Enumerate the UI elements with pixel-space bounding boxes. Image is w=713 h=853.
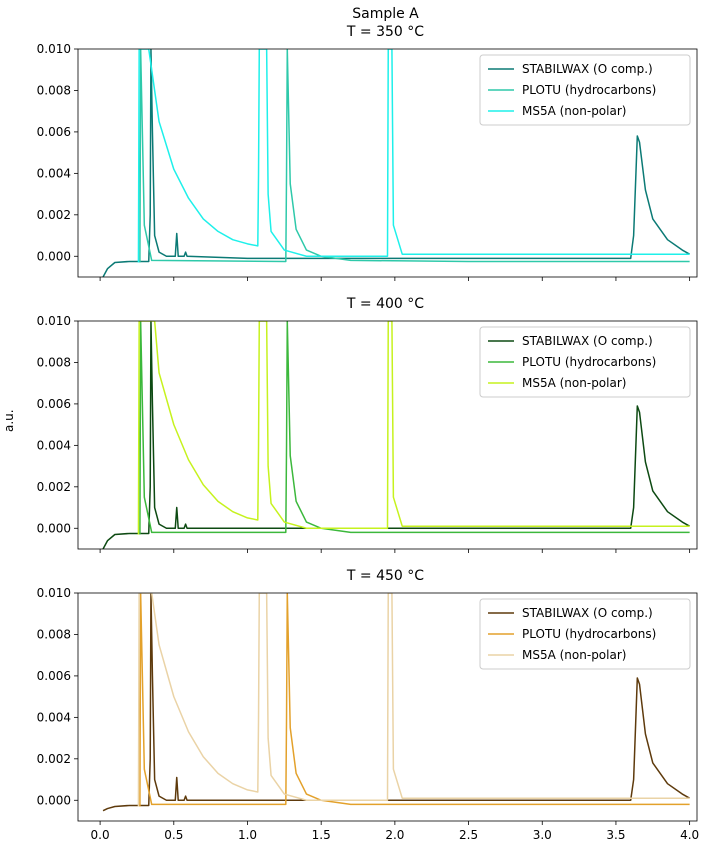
axes-frame bbox=[77, 592, 698, 822]
x-tick-label: 2.0 bbox=[385, 828, 404, 842]
y-tick-label: 0.006 bbox=[37, 669, 71, 683]
axes-frame bbox=[77, 48, 698, 278]
legend-label: MS5A (non-polar) bbox=[522, 648, 626, 662]
y-tick-label: 0.008 bbox=[37, 83, 71, 97]
y-tick-label: 0.010 bbox=[37, 314, 71, 328]
y-tick-label: 0.004 bbox=[37, 166, 71, 180]
series-line-1 bbox=[102, 49, 690, 277]
legend-box bbox=[479, 54, 691, 126]
y-tick-label: 0.004 bbox=[37, 438, 71, 452]
legend-label: PLOTU (hydrocarbons) bbox=[522, 627, 656, 641]
y-tick-label: 0.004 bbox=[37, 710, 71, 724]
panel-2-title: T = 400 °C bbox=[346, 296, 425, 312]
x-tick-label: 0.0 bbox=[91, 828, 110, 842]
y-tick-label: 0.006 bbox=[37, 397, 71, 411]
y-tick-label: 0.010 bbox=[37, 42, 71, 56]
legend-box bbox=[479, 598, 691, 670]
x-tick-label: 2.5 bbox=[459, 828, 478, 842]
y-tick-label: 0.002 bbox=[37, 480, 71, 494]
series-line-2 bbox=[139, 593, 690, 807]
legend-label: MS5A (non-polar) bbox=[522, 376, 626, 390]
series-line-3 bbox=[137, 49, 690, 263]
legend-label: STABILWAX (O comp.) bbox=[522, 334, 653, 348]
legend-label: PLOTU (hydrocarbons) bbox=[522, 83, 656, 97]
legend-box bbox=[479, 326, 691, 398]
axes-frame bbox=[77, 320, 698, 550]
y-tick-label: 0.002 bbox=[37, 208, 71, 222]
y-tick-label: 0.000 bbox=[37, 521, 71, 535]
legend-label: MS5A (non-polar) bbox=[522, 104, 626, 118]
series-line-2 bbox=[139, 321, 690, 535]
series-line-3 bbox=[137, 593, 690, 807]
series-line-3 bbox=[137, 321, 690, 535]
x-tick-label: 3.5 bbox=[606, 828, 625, 842]
y-tick-label: 0.000 bbox=[37, 249, 71, 263]
series-line-1 bbox=[102, 321, 690, 549]
x-tick-label: 1.5 bbox=[312, 828, 331, 842]
figure-suptitle: Sample A bbox=[352, 6, 419, 22]
y-tick-label: 0.008 bbox=[37, 355, 71, 369]
panel-1-title: T = 350 °C bbox=[346, 24, 425, 40]
y-tick-label: 0.010 bbox=[37, 586, 71, 600]
legend-label: STABILWAX (O comp.) bbox=[522, 606, 653, 620]
x-tick-label: 1.0 bbox=[238, 828, 257, 842]
y-tick-label: 0.006 bbox=[37, 125, 71, 139]
x-tick-label: 0.5 bbox=[164, 828, 183, 842]
panel-3-title: T = 450 °C bbox=[346, 568, 425, 584]
x-tick-label: 3.0 bbox=[533, 828, 552, 842]
legend-label: PLOTU (hydrocarbons) bbox=[522, 355, 656, 369]
series-line-1 bbox=[102, 593, 690, 812]
legend-label: STABILWAX (O comp.) bbox=[522, 62, 653, 76]
y-tick-label: 0.002 bbox=[37, 752, 71, 766]
series-line-2 bbox=[139, 49, 690, 263]
y-tick-label: 0.000 bbox=[37, 793, 71, 807]
x-tick-label: 4.0 bbox=[680, 828, 699, 842]
y-tick-label: 0.008 bbox=[37, 627, 71, 641]
